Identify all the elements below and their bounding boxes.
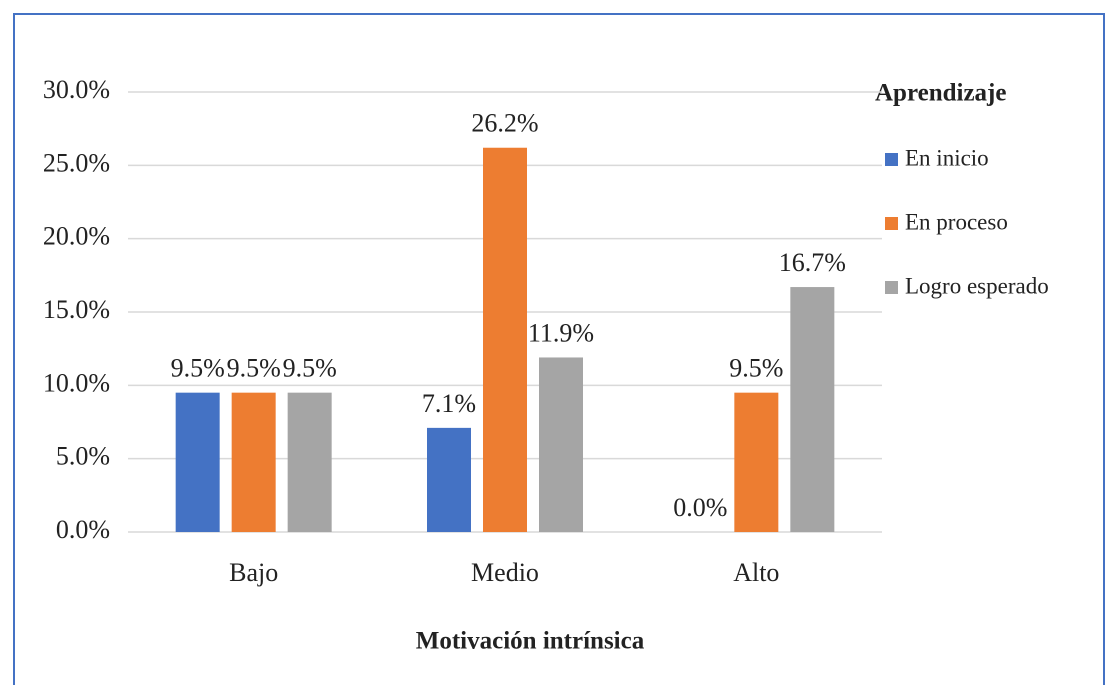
data-label: 7.1%	[422, 389, 476, 418]
x-tick-label: Medio	[471, 558, 539, 587]
frame	[13, 13, 1105, 685]
y-tick-label: 20.0%	[43, 222, 110, 251]
bar	[287, 392, 332, 532]
y-tick-label: 5.0%	[56, 442, 110, 471]
y-tick-label: 0.0%	[56, 515, 110, 544]
legend-label: Logro esperado	[905, 273, 1049, 298]
x-axis-title: Motivación intrínsica	[416, 628, 645, 655]
y-tick-label: 10.0%	[43, 368, 110, 397]
legend-swatch	[885, 217, 898, 230]
y-tick-label: 15.0%	[43, 295, 110, 324]
data-label: 9.5%	[227, 354, 281, 383]
legend-swatch	[885, 281, 898, 294]
y-tick-label: 25.0%	[43, 148, 110, 177]
data-label: 11.9%	[528, 318, 594, 347]
bar	[231, 392, 276, 532]
legend-label: En inicio	[905, 145, 989, 170]
legend-swatch	[885, 153, 898, 166]
bar	[427, 427, 471, 532]
data-label: 9.5%	[729, 354, 783, 383]
bar	[734, 392, 779, 532]
bar	[539, 357, 583, 532]
data-label: 26.2%	[471, 109, 538, 138]
x-tick-label: Bajo	[229, 558, 278, 587]
legend-title: Aprendizaje	[875, 80, 1006, 107]
legend-label: En proceso	[905, 209, 1008, 234]
bar	[483, 147, 527, 532]
y-tick-label: 30.0%	[43, 75, 110, 104]
x-tick-label: Alto	[733, 558, 779, 587]
data-label: 9.5%	[171, 354, 225, 383]
data-label: 9.5%	[283, 354, 337, 383]
data-label: 0.0%	[673, 493, 727, 522]
data-label: 16.7%	[779, 248, 846, 277]
bar	[790, 287, 835, 532]
bar	[175, 392, 220, 532]
